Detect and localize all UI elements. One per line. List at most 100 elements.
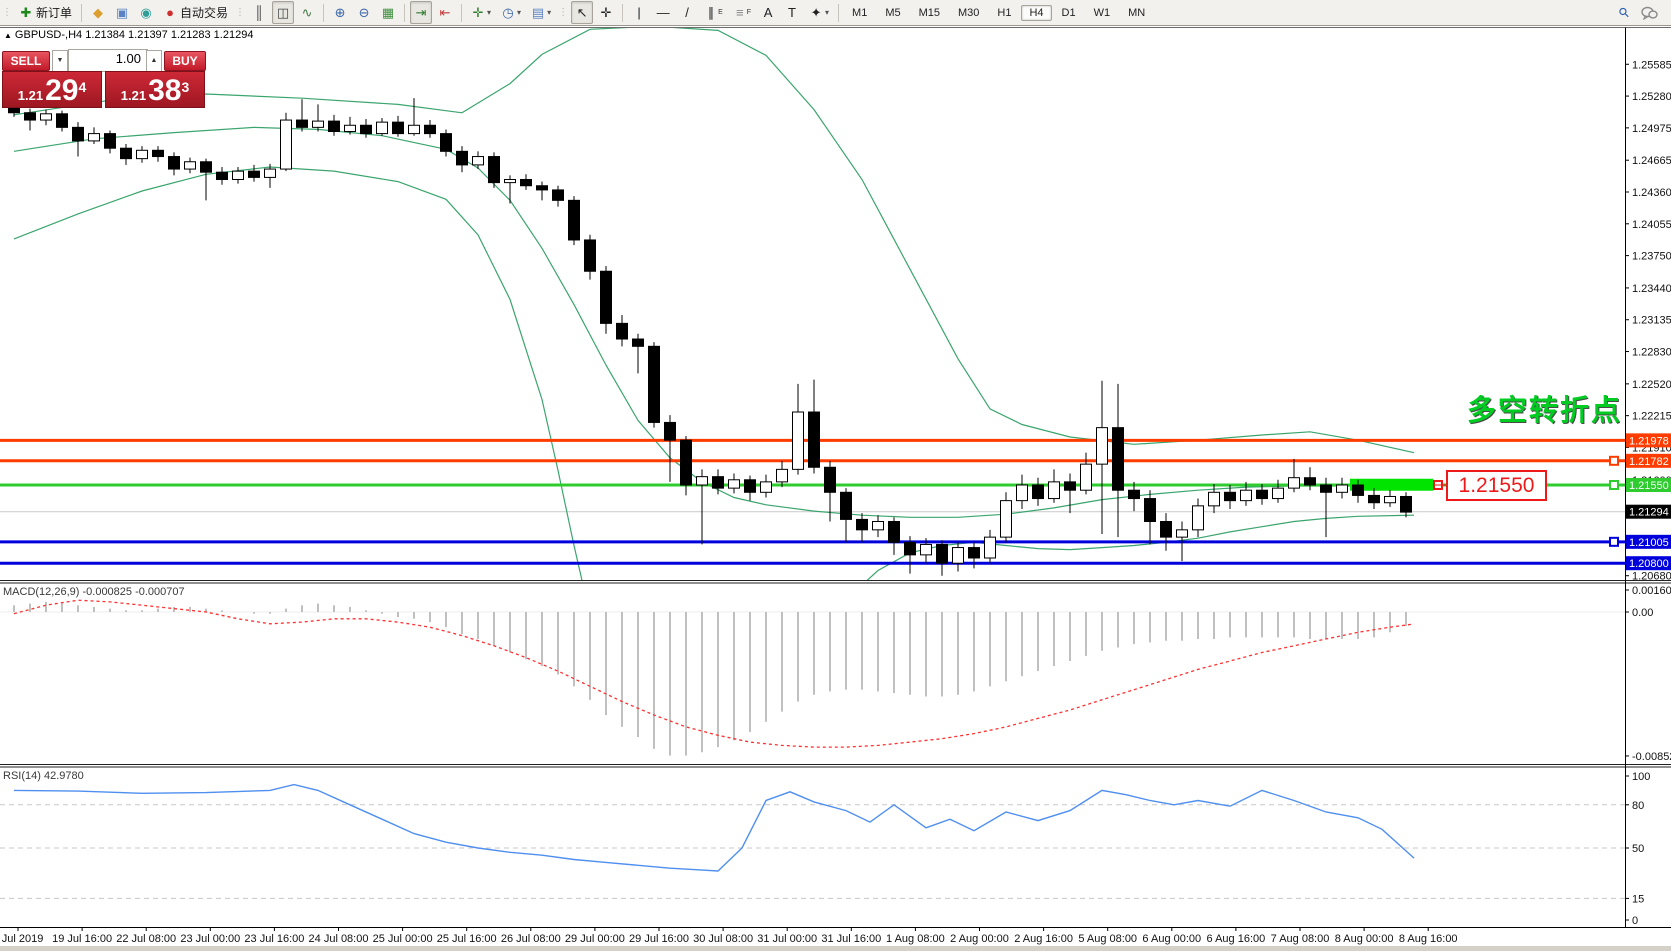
macd-signal-line <box>13 599 1415 748</box>
candle-bear <box>1368 494 1380 504</box>
candlestick-chart-button[interactable]: ◫ <box>272 1 295 24</box>
svg-text:23 Jul 00:00: 23 Jul 00:00 <box>180 933 240 945</box>
price-panel[interactable] <box>0 26 1625 673</box>
new-order-label: 新订单 <box>36 6 73 20</box>
rsi-label: RSI(14) <box>3 770 41 782</box>
text-button[interactable]: A <box>757 1 779 24</box>
zoom-out-button[interactable]: ⊖ <box>353 1 375 24</box>
price-tag-box[interactable]: 1.21550 <box>1446 470 1547 501</box>
virtual-hosting-button[interactable]: ▣ <box>111 1 133 24</box>
search-button[interactable]: ⚲ <box>1613 1 1635 24</box>
mql-community-button[interactable]: ◆ <box>87 1 109 24</box>
zoom-in-icon: ⊕ <box>334 5 346 20</box>
timeframe-h1[interactable]: H1 <box>997 6 1012 19</box>
toolbar: ⋮ ✚ 新订单 ◆ ▣ ◉ ● 自动交易 ⋮ ║ ◫ ∿ ⊕ ⊖ ▦ ⇥ ⇤ ✛… <box>0 0 1671 26</box>
time-axis[interactable]: 9 Jul 2019 19 Jul 16:00 22 Jul 08:00 23 Jul… <box>0 927 1458 945</box>
candle-bear <box>1064 481 1076 491</box>
svg-text:31 Jul 00:00: 31 Jul 00:00 <box>757 933 817 945</box>
svg-text:1.21978: 1.21978 <box>1629 435 1669 447</box>
timeframe-m15[interactable]: M15 <box>918 6 941 19</box>
highlight-zone[interactable] <box>1350 478 1434 491</box>
timeframe-mn[interactable]: MN <box>1128 6 1146 19</box>
templates-button[interactable]: ▤ ▾ <box>527 1 555 24</box>
arrows-button[interactable]: ✦ ▾ <box>805 1 833 24</box>
svg-text:0: 0 <box>1632 915 1638 927</box>
trendline-button[interactable]: / <box>676 1 698 24</box>
candle-bear <box>664 421 676 441</box>
buy-button[interactable]: BUY <box>164 51 206 71</box>
candle-bull <box>1272 487 1284 500</box>
candle-bear <box>72 126 84 142</box>
candle-bear <box>552 189 564 201</box>
zoom-in-button[interactable]: ⊕ <box>329 1 351 24</box>
volume-decrease-button[interactable]: ▼ <box>52 50 68 72</box>
timeframe-m5[interactable]: M5 <box>885 6 901 19</box>
svg-text:1.21294: 1.21294 <box>1629 507 1669 519</box>
toolbar-separator <box>404 3 406 22</box>
new-order-button[interactable]: ✚ 新订单 <box>15 1 76 24</box>
line-handle[interactable] <box>1609 480 1619 490</box>
svg-text:80: 80 <box>1632 800 1644 812</box>
timeframe-w1[interactable]: W1 <box>1093 6 1111 19</box>
buy-price-box[interactable]: 1.21 38 3 <box>105 71 205 108</box>
line-handle[interactable] <box>1609 455 1619 466</box>
search-icon: ⚲ <box>1615 3 1633 22</box>
sell-price-box[interactable]: 1.21 29 4 <box>2 71 102 108</box>
timeframe-m1[interactable]: M1 <box>852 6 868 19</box>
candle-bull <box>504 178 516 184</box>
candle-bear <box>488 156 500 184</box>
candle-bull <box>344 124 356 133</box>
indicators-button[interactable]: ✛ ▾ <box>467 1 495 24</box>
toolbar-separator <box>622 3 624 22</box>
channel-button[interactable]: ∥ E <box>700 1 727 24</box>
cursor-button[interactable]: ↖ <box>571 1 594 24</box>
periods-button[interactable]: ◷ ▾ <box>497 1 525 24</box>
sell-price-big: 29 <box>45 74 79 107</box>
candle-bear <box>568 199 580 241</box>
timeframe-d1[interactable]: D1 <box>1061 6 1076 19</box>
channel-icon: ∥ <box>707 5 715 20</box>
svg-text:50: 50 <box>1632 843 1644 855</box>
vertical-line-button[interactable]: | <box>628 1 650 24</box>
text-label-button[interactable]: T <box>781 1 803 24</box>
tile-windows-button[interactable]: ▦ <box>377 1 399 24</box>
svg-text:1.22215: 1.22215 <box>1632 411 1671 423</box>
candle-bull <box>1192 505 1204 531</box>
chart-shift-button[interactable]: ⇤ <box>434 1 456 24</box>
line-handle[interactable] <box>1609 536 1619 547</box>
buy-price-big: 38 <box>148 74 182 107</box>
price-axis[interactable]: 1.25585 1.25280 1.24975 1.24665 1.24360 1.240… <box>1625 59 1671 927</box>
timeframe-h4[interactable]: H4 <box>1021 4 1052 21</box>
macd-values: -0.000825 -0.000707 <box>82 586 185 598</box>
buy-price-pip: 3 <box>181 79 190 95</box>
timeframe-m30[interactable]: M30 <box>958 6 980 19</box>
crosshair-button[interactable]: ✛ <box>595 1 617 24</box>
auto-trading-button[interactable]: ● 自动交易 <box>159 1 232 24</box>
svg-text:29 Jul 16:00: 29 Jul 16:00 <box>629 933 689 945</box>
macd-panel[interactable] <box>0 599 1625 756</box>
volume-increase-button[interactable]: ▲ <box>146 50 162 72</box>
svg-text:8 Aug 16:00: 8 Aug 16:00 <box>1399 933 1458 945</box>
periods-icon: ◷ <box>502 5 514 20</box>
sell-button[interactable]: SELL <box>2 51 50 71</box>
signals-button[interactable]: ◉ <box>135 1 157 24</box>
candle-bear <box>1128 489 1140 500</box>
svg-text:8 Aug 00:00: 8 Aug 00:00 <box>1335 933 1394 945</box>
bar-chart-button[interactable]: ║ <box>248 1 270 24</box>
rsi-panel[interactable] <box>0 783 1625 899</box>
candle-bull <box>1336 484 1348 493</box>
chart-annotation-text[interactable]: 多空转折点 <box>1466 395 1622 427</box>
horizontal-line-button[interactable]: ― <box>652 1 674 24</box>
candle-bear <box>600 270 612 324</box>
candle-bull <box>1384 495 1396 504</box>
dropdown-caret-icon: ▾ <box>487 8 492 17</box>
sell-price-pip: 4 <box>78 79 87 95</box>
volume-input[interactable]: 1.00 <box>68 49 148 72</box>
fibonacci-button[interactable]: ≡ F <box>729 1 755 24</box>
chat-button[interactable] <box>1637 1 1662 24</box>
candle-bear <box>360 124 372 135</box>
auto-scroll-button[interactable]: ⇥ <box>410 1 433 24</box>
svg-text:1.20800: 1.20800 <box>1629 558 1669 570</box>
line-chart-button[interactable]: ∿ <box>296 1 318 24</box>
